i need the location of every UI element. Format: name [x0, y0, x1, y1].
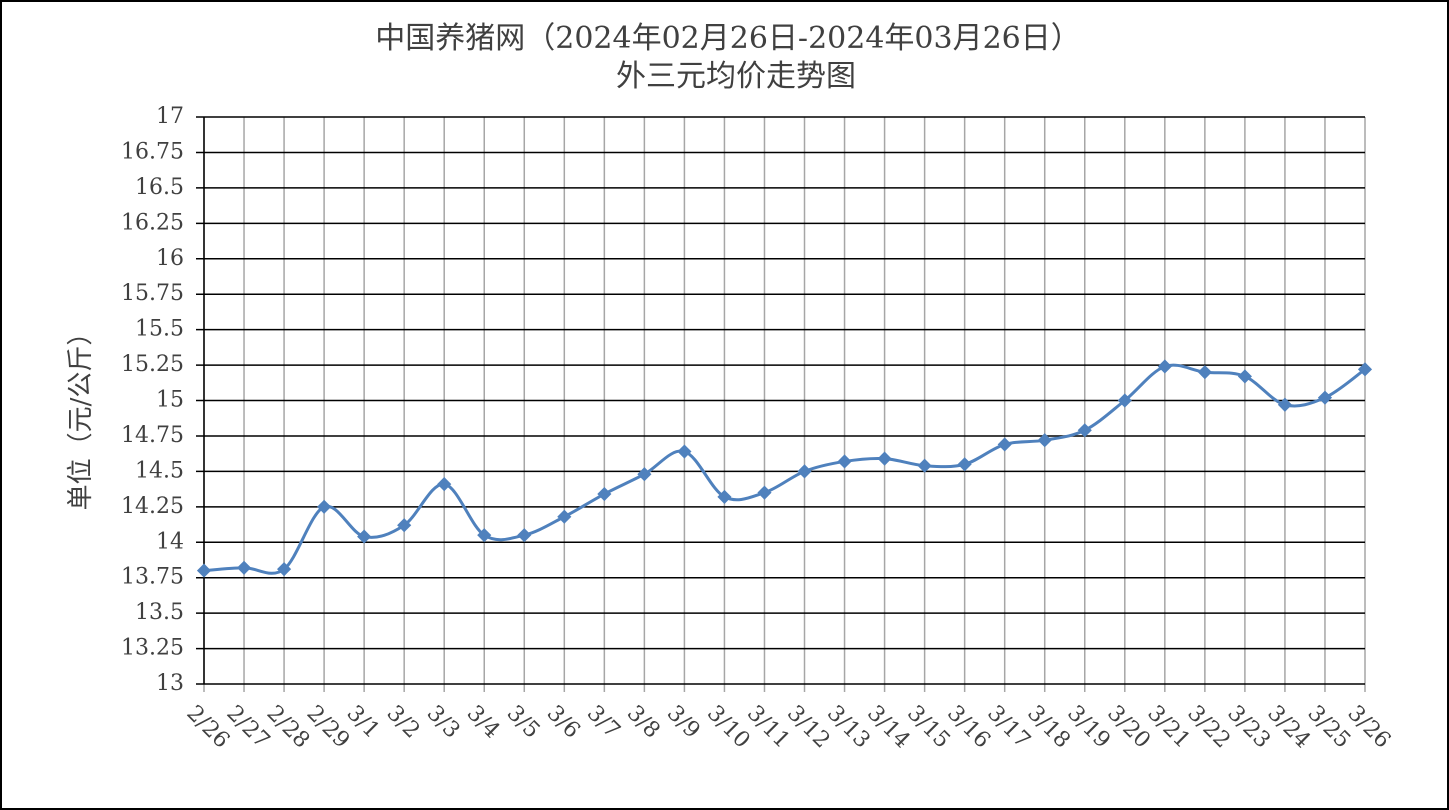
- marker: [1077, 423, 1092, 438]
- y-tick-label: 15.75: [121, 281, 184, 306]
- marker: [677, 444, 692, 459]
- marker: [357, 529, 372, 544]
- marker: [917, 458, 932, 473]
- y-tick-label: 15.5: [135, 317, 184, 342]
- y-tick-label: 16.5: [135, 175, 184, 200]
- marker: [757, 485, 772, 500]
- y-tick-label: 13.25: [121, 636, 184, 661]
- marker: [477, 528, 492, 543]
- y-tick-label: 17: [156, 104, 184, 129]
- marker: [236, 560, 252, 575]
- marker: [1237, 369, 1252, 384]
- marker: [1197, 365, 1212, 380]
- y-tick-label: 15: [156, 388, 184, 413]
- marker: [597, 486, 612, 502]
- y-tick-label: 14.75: [121, 423, 184, 448]
- marker: [517, 528, 532, 543]
- marker: [437, 477, 452, 492]
- y-tick-label: 16.75: [121, 139, 184, 164]
- y-axis-label: 单位（元/公斤）: [66, 320, 96, 511]
- y-tick-label: 14.25: [121, 494, 184, 519]
- marker: [837, 454, 852, 469]
- marker: [797, 464, 812, 479]
- marker: [557, 509, 572, 524]
- marker: [276, 562, 292, 577]
- y-tick-label: 13: [156, 671, 184, 696]
- marker: [1157, 359, 1172, 374]
- marker: [637, 467, 652, 482]
- marker: [317, 499, 332, 514]
- y-tick-label: 16.25: [121, 210, 184, 235]
- marker: [717, 489, 732, 504]
- marker: [397, 518, 412, 533]
- marker: [1117, 393, 1132, 408]
- marker: [1037, 433, 1052, 448]
- y-tick-label: 13.5: [135, 600, 184, 625]
- marker: [997, 437, 1012, 452]
- y-tick-label: 15.25: [121, 352, 184, 377]
- marker: [957, 457, 972, 472]
- chart-title: 中国养猪网（2024年02月26日-2024年03月26日）: [375, 21, 1081, 56]
- marker: [196, 563, 212, 578]
- marker: [877, 451, 892, 466]
- marker: [1317, 390, 1333, 405]
- y-tick-label: 14.5: [135, 458, 184, 483]
- marker: [1357, 362, 1373, 377]
- y-tick-label: 16: [156, 246, 184, 271]
- marker: [1277, 397, 1293, 412]
- chart-subtitle: 外三元均价走势图: [616, 59, 856, 94]
- y-tick-label: 13.75: [121, 565, 184, 590]
- y-tick-label: 14: [156, 529, 184, 554]
